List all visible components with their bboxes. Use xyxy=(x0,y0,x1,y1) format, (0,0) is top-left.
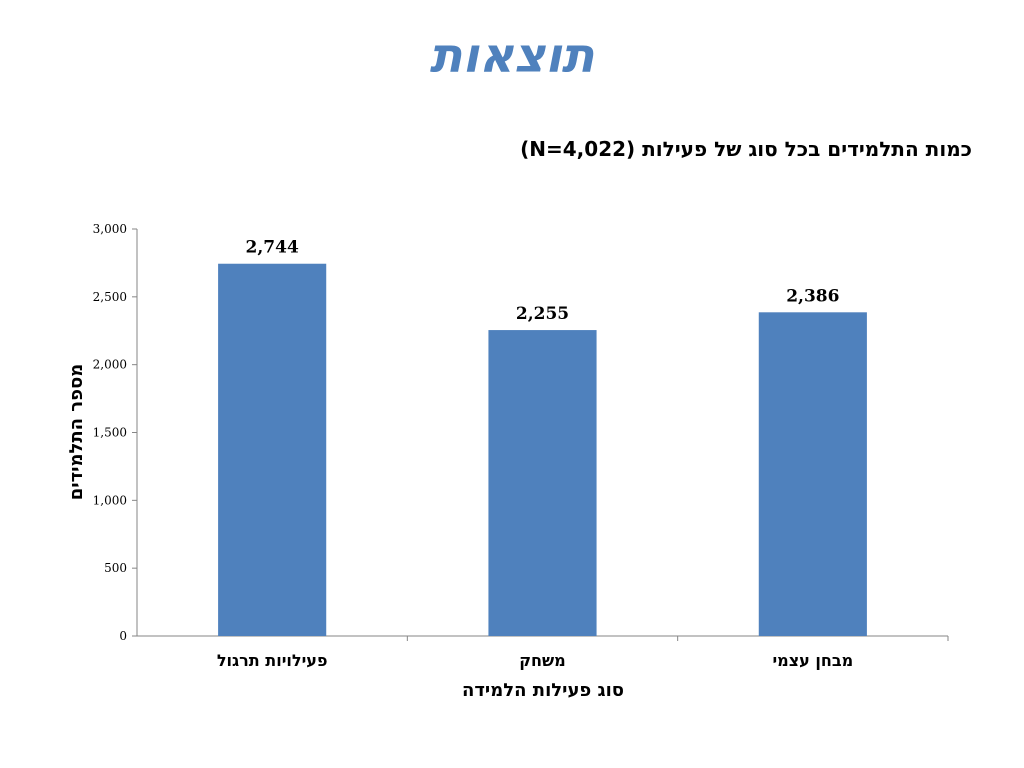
y-tick-label: 500 xyxy=(104,561,127,575)
x-axis: פעילויות תרגול משחק מבחן עצמי xyxy=(137,635,949,670)
y-axis-title: מספר התלמידים xyxy=(66,364,87,501)
slide-title: תוצאות xyxy=(429,28,595,84)
x-axis-title: סוג פעילות הלמידה xyxy=(462,680,624,701)
y-tick-label: 2,000 xyxy=(93,358,127,372)
bar xyxy=(218,263,327,636)
data-label: 2,744 xyxy=(246,238,299,258)
y-tick-label: 2,500 xyxy=(93,290,127,304)
bars xyxy=(218,263,867,636)
x-category-label: פעילויות תרגול xyxy=(217,651,328,670)
chart-title: כמות התלמידים בכל סוג של פעילות (N=4,022… xyxy=(520,137,972,161)
y-tick-label: 1,500 xyxy=(93,426,127,440)
y-tick-label: 0 xyxy=(119,629,127,643)
bar xyxy=(488,330,597,636)
x-category-label: מבחן עצמי xyxy=(772,651,853,670)
y-axis: 0 500 1,000 1,500 2,000 2,500 3,000 xyxy=(93,222,138,643)
bar xyxy=(758,312,867,636)
data-label: 2,255 xyxy=(516,304,569,324)
y-tick-label: 3,000 xyxy=(93,222,127,236)
y-tick-label: 1,000 xyxy=(93,493,127,507)
data-label: 2,386 xyxy=(786,286,839,306)
data-labels: 2,744 2,255 2,386 xyxy=(246,238,840,324)
x-category-label: משחק xyxy=(519,651,565,670)
